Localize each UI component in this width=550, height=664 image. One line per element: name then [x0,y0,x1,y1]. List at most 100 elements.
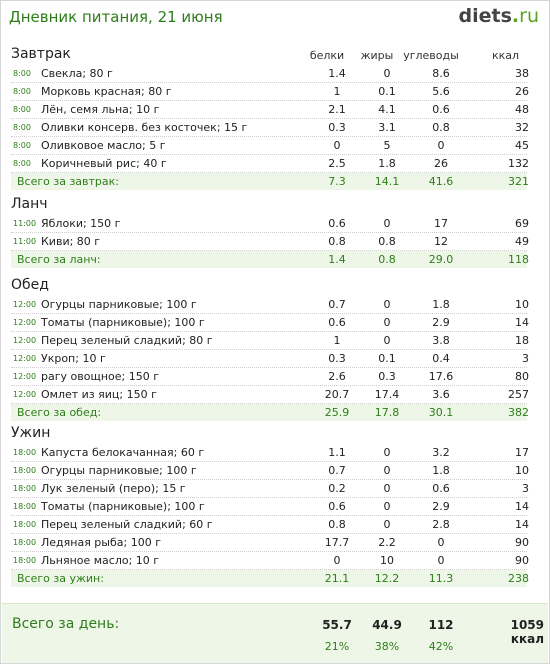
food-protein: 0.3 [328,352,346,365]
food-carbs: 3.8 [432,334,450,347]
food-carbs: 2.9 [432,316,450,329]
meal-total-row: Всего за ужин: 21.1 12.2 11.3 238 [11,570,529,587]
page-title: Дневник питания, 21 июня [9,8,223,26]
food-fat: 0 [383,464,391,477]
food-carbs: 0.6 [432,482,450,495]
meal-time: 18:00 [13,502,37,511]
food-row[interactable]: 8:00 Оливки консерв. без косточек; 15 г 0.… [11,119,529,137]
food-carbs: 0.4 [432,352,450,365]
food-protein: 0.6 [328,316,346,329]
meal-time: 12:00 [13,372,37,381]
day-protein-percent: 21% [324,640,350,653]
food-carbs: 0 [437,536,445,549]
food-fat: 0 [383,67,391,80]
meal-total-kcal: 238 [508,572,529,585]
meal-time: 18:00 [13,520,37,529]
food-protein: 0.6 [328,500,346,513]
meal-total-kcal: 321 [508,175,529,188]
food-fat: 0 [383,316,391,329]
food-fat: 0 [383,500,391,513]
day-total-box: Всего за день: 55.7 44.9 112 1059 ккал 2… [2,603,548,663]
food-row[interactable]: 18:00 Огурцы парниковые; 100 г 0.7 0 1.8 10 [11,462,529,480]
food-row[interactable]: 8:00 Морковь красная; 80 г 1 0.1 5.6 26 [11,83,529,101]
meal-total-protein: 7.3 [328,175,346,188]
food-protein: 1.1 [328,446,346,459]
meal-total-kcal: 382 [508,406,529,419]
meal-time: 8:00 [13,159,31,168]
meal-total-fat: 17.8 [374,406,400,419]
meal-total-row: Всего за обед: 25.9 17.8 30.1 382 [11,404,529,421]
food-row[interactable]: 12:00 Томаты (парниковые); 100 г 0.6 0 2.9 14 [11,314,529,332]
day-total-kcal: 1059 ккал [510,618,544,646]
food-kcal: 18 [515,334,529,347]
food-fat: 0 [383,298,391,311]
meal-total-protein: 1.4 [328,253,346,266]
food-protein: 0.7 [328,464,346,477]
food-row[interactable]: 18:00 Капуста белокачанная; 60 г 1.1 0 3.2 17 [11,444,529,462]
food-protein: 0.8 [328,235,346,248]
meal-time: 8:00 [13,69,31,78]
meal-title: Обед [11,277,49,293]
meal-time: 11:00 [13,237,37,246]
food-carbs: 0 [437,554,445,567]
food-row[interactable]: 8:00 Свекла; 80 г 1.4 0 8.6 38 [11,65,529,83]
food-fat: 2.2 [378,536,396,549]
food-fat: 0.1 [378,352,396,365]
food-kcal: 90 [515,536,529,549]
food-row[interactable]: 12:00 рагу овощное; 150 г 2.6 0.3 17.6 80 [11,368,529,386]
food-row[interactable]: 18:00 Перец зеленый сладкий; 60 г 0.8 0 2.8 1… [11,516,529,534]
food-name: Лён, семя льна; 10 г [41,103,160,116]
food-carbs: 2.8 [432,518,450,531]
food-row[interactable]: 12:00 Огурцы парниковые; 100 г 0.7 0 1.8 10 [11,296,529,314]
meal-total-label: Всего за ужин: [17,572,104,585]
food-kcal: 32 [515,121,529,134]
food-name: Перец зеленый сладкий; 60 г [41,518,213,531]
food-row[interactable]: 18:00 Томаты (парниковые); 100 г 0.6 0 2.9 14 [11,498,529,516]
food-row[interactable]: 12:00 Омлет из яиц; 150 г 20.7 17.4 3.6 257 [11,386,529,404]
day-fat-percent: 38% [374,640,400,653]
food-fat: 4.1 [378,103,396,116]
meal-time: 12:00 [13,354,37,363]
meal-time: 12:00 [13,300,37,309]
food-row[interactable]: 12:00 Перец зеленый сладкий; 80 г 1 0 3.8 18 [11,332,529,350]
food-fat: 0 [383,217,391,230]
food-protein: 0 [333,554,341,567]
food-row[interactable]: 12:00 Укроп; 10 г 0.3 0.1 0.4 3 [11,350,529,368]
food-name: Оливковое масло; 5 г [41,139,166,152]
food-carbs: 8.6 [432,67,450,80]
food-name: Лук зеленый (перо); 15 г [41,482,186,495]
meal-total-carbs: 29.0 [428,253,454,266]
food-protein: 0.8 [328,518,346,531]
meal-time: 18:00 [13,448,37,457]
food-row[interactable]: 11:00 Яблоки; 150 г 0.6 0 17 69 [11,215,529,233]
food-row[interactable]: 18:00 Льняное масло; 10 г 0 10 0 90 [11,552,529,570]
food-name: Огурцы парниковые; 100 г [41,464,197,477]
meal-total-protein: 21.1 [324,572,350,585]
food-row[interactable]: 11:00 Киви; 80 г 0.8 0.8 12 49 [11,233,529,251]
food-name: Ледяная рыба; 100 г [41,536,161,549]
meal-time: 8:00 [13,123,31,132]
meal-total-carbs: 30.1 [428,406,454,419]
food-fat: 5 [383,139,391,152]
meal-total-fat: 14.1 [374,175,400,188]
food-fat: 0 [383,518,391,531]
food-row[interactable]: 8:00 Лён, семя льна; 10 г 2.1 4.1 0.6 48 [11,101,529,119]
food-protein: 1.4 [328,67,346,80]
food-row[interactable]: 8:00 Оливковое масло; 5 г 0 5 0 45 [11,137,529,155]
meal-time: 8:00 [13,105,31,114]
food-carbs: 26 [434,157,448,170]
meal-total-label: Всего за обед: [17,406,102,419]
food-protein: 0.2 [328,482,346,495]
food-kcal: 14 [515,316,529,329]
food-row[interactable]: 18:00 Лук зеленый (перо); 15 г 0.2 0 0.6 3 [11,480,529,498]
logo-main: diets [458,5,512,27]
food-row[interactable]: 8:00 Коричневый рис; 40 г 2.5 1.8 26 132 [11,155,529,173]
food-row[interactable]: 18:00 Ледяная рыба; 100 г 17.7 2.2 0 90 [11,534,529,552]
meal-total-protein: 25.9 [324,406,350,419]
column-header-carbs: углеводы [403,49,459,62]
food-name: Огурцы парниковые; 100 г [41,298,197,311]
food-kcal: 45 [515,139,529,152]
food-name: Оливки консерв. без косточек; 15 г [41,121,248,134]
site-logo[interactable]: diets.ru [459,5,539,27]
food-name: Свекла; 80 г [41,67,113,80]
